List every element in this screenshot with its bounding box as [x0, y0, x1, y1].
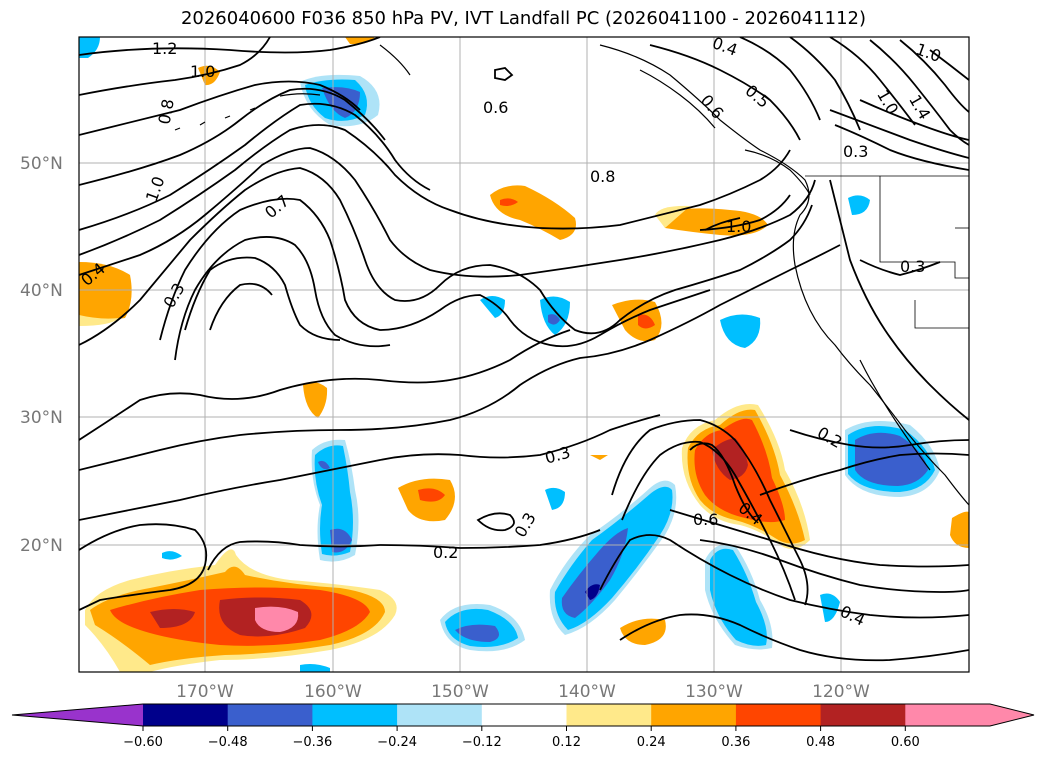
- warm-anomaly-45n: [658, 208, 768, 236]
- colorbar-extend-max: [990, 704, 1034, 726]
- cold-anomaly-hawaii-core: [318, 460, 352, 553]
- colorbar-bin: [820, 704, 906, 726]
- cold-anomaly-nw-corner: [79, 37, 100, 58]
- cold-fill-layer: [79, 37, 940, 672]
- cold-anomaly-small-d: [300, 664, 330, 672]
- warm-anomaly-tiny: [590, 455, 608, 460]
- warm-anomaly-east-edge: [950, 511, 969, 548]
- coastlines: [174, 44, 969, 506]
- warm-anomaly-sw-peak: [255, 606, 299, 632]
- lon-label: 140°W: [558, 682, 616, 702]
- contour-label: 0.6: [483, 98, 508, 117]
- map-title: 2026040600 F036 850 hPa PV, IVT Landfall…: [180, 8, 867, 29]
- warm-anomaly-small: [198, 65, 220, 86]
- colorbar-extend-min: [12, 704, 143, 726]
- contour-label: 0.8: [155, 97, 178, 125]
- contour-label: 0.8: [590, 167, 615, 186]
- cold-anomaly-hawaii-mid: [314, 445, 353, 556]
- colorbar: −0.60 −0.48 −0.36 −0.24 −0.12 0.12 0.24 0.36 0.4…: [11, 703, 1035, 750]
- lon-label: 160°W: [304, 682, 362, 702]
- colorbar-bin: [905, 704, 991, 726]
- colorbar-bin: [481, 704, 567, 726]
- colorbar-tick-label: −0.12: [462, 735, 502, 750]
- contour-label: 1.0: [726, 217, 751, 236]
- lat-label: 40°N: [20, 281, 63, 301]
- cold-anomaly-45n-coast: [848, 195, 870, 215]
- colorbar-tick-label: 0.36: [721, 735, 750, 750]
- contour-label: 1.2: [152, 39, 177, 58]
- colorbar-tick-label: 0.24: [637, 735, 666, 750]
- lat-label: 20°N: [20, 536, 63, 556]
- colorbar-bin: [735, 704, 822, 726]
- cold-anomaly-alaska-core: [322, 87, 360, 118]
- longitude-labels: 170°W 160°W 150°W 140°W 130°W 120°W: [176, 682, 870, 702]
- cold-anomaly-40n-a: [480, 296, 505, 318]
- cold-anomaly-small-c: [162, 551, 182, 560]
- colorbar-tick-label: −0.24: [377, 735, 417, 750]
- warm-anomaly-45n-halo: [655, 205, 690, 228]
- lon-label: 170°W: [176, 682, 234, 702]
- warm-anomaly-48n-core: [500, 198, 518, 206]
- political-boundaries: [805, 175, 969, 329]
- cold-anomaly-145w-core: [455, 624, 499, 642]
- contour-label: 0.2: [433, 543, 458, 562]
- colorbar-bin: [143, 704, 229, 726]
- contour-label: 1.0: [190, 62, 215, 81]
- warm-anomaly-w-edge: [79, 262, 132, 320]
- colorbar-tick-label: −0.48: [208, 735, 248, 750]
- colorbar-tick-label: −0.36: [292, 735, 332, 750]
- lon-label: 150°W: [431, 682, 489, 702]
- warm-anomaly-31n: [303, 382, 328, 418]
- lon-label: 120°W: [812, 682, 870, 702]
- cold-anomaly-24n-coast-core: [855, 432, 928, 486]
- lat-label: 30°N: [20, 408, 63, 428]
- warm-anomaly-130w-max: [712, 438, 748, 480]
- cold-anomaly-40n-b-core: [548, 314, 560, 325]
- lon-label: 130°W: [685, 682, 743, 702]
- warm-anomaly-14n: [620, 618, 666, 645]
- warm-anomaly-24n-core: [418, 488, 445, 502]
- contour-label: 0.6: [693, 510, 718, 529]
- cold-anomaly-135w-max: [585, 584, 600, 600]
- colorbar-bin: [397, 704, 483, 726]
- colorbar-bin: [566, 704, 652, 726]
- colorbar-bin: [227, 704, 313, 726]
- contour-label: 0.3: [900, 257, 925, 276]
- colorbar-tick-label: 0.48: [806, 735, 835, 750]
- colorbar-bin: [651, 704, 737, 726]
- colorbar-tick-label: −0.60: [123, 735, 163, 750]
- contour-label: 0.3: [843, 142, 868, 161]
- cold-anomaly-small-b: [820, 593, 840, 622]
- map-frame: [78, 36, 970, 673]
- cold-anomaly-small-a: [545, 487, 565, 510]
- latitude-labels: 50°N 40°N 30°N 20°N: [20, 154, 63, 556]
- colorbar-tick-label: 0.12: [552, 735, 581, 750]
- cold-anomaly-135w-core: [561, 528, 628, 618]
- warm-anomaly-38n-core: [638, 314, 655, 329]
- lat-label: 50°N: [20, 154, 63, 174]
- warm-anomaly-w-edge-halo: [79, 315, 120, 326]
- cold-anomaly-38n: [720, 314, 761, 348]
- pv-contours: [79, 37, 969, 662]
- colorbar-tick-label: 0.60: [891, 735, 920, 750]
- colorbar-bin: [312, 704, 398, 726]
